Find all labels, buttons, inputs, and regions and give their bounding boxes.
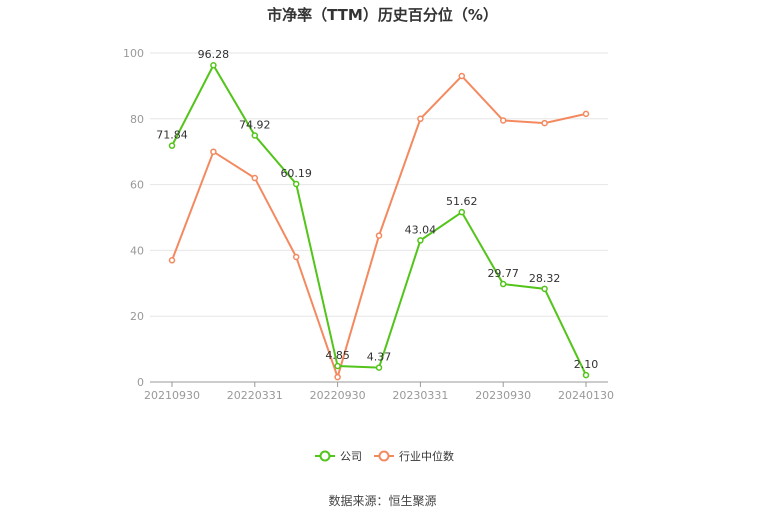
data-point xyxy=(168,142,176,149)
data-label: 51.62 xyxy=(446,195,478,208)
data-point xyxy=(458,72,466,80)
data-label: 28.32 xyxy=(529,272,561,285)
data-label: 43.04 xyxy=(405,223,437,236)
legend-marker xyxy=(319,450,331,462)
data-point xyxy=(292,253,300,261)
data-point xyxy=(541,285,548,293)
data-point xyxy=(582,110,590,118)
data-source: 数据来源：恒生聚源 xyxy=(328,494,437,508)
data-point xyxy=(375,364,383,371)
data-label: 29.77 xyxy=(487,267,519,280)
data-label: 4.85 xyxy=(325,349,350,362)
y-tick-label: 40 xyxy=(130,244,144,257)
data-point xyxy=(417,237,424,244)
legend-label-industry-median: 行业中位数 xyxy=(399,449,454,463)
data-point xyxy=(168,257,176,264)
data-label: 4.37 xyxy=(367,351,392,364)
data-point xyxy=(541,119,548,127)
data-label: 2.10 xyxy=(574,358,599,371)
x-tick-label: 20230930 xyxy=(475,389,531,402)
data-point xyxy=(458,208,466,216)
x-tick-label: 20220331 xyxy=(227,389,283,402)
data-point xyxy=(210,148,217,155)
x-tick-label: 20210930 xyxy=(144,389,200,402)
data-point xyxy=(375,232,383,239)
series-line-industry-median xyxy=(171,74,587,381)
data-point xyxy=(417,115,424,123)
data-label: 60.19 xyxy=(280,167,312,180)
y-tick-label: 80 xyxy=(130,113,144,126)
y-tick-label: 60 xyxy=(130,179,144,192)
data-point xyxy=(499,117,507,124)
data-point xyxy=(292,180,300,188)
data-label: 96.28 xyxy=(198,48,230,61)
y-tick-label: 20 xyxy=(130,310,144,323)
series-line-company xyxy=(171,63,587,376)
data-point xyxy=(499,280,507,288)
y-tick-label: 100 xyxy=(123,47,144,60)
y-tick-label: 0 xyxy=(137,376,144,389)
data-point xyxy=(582,371,590,379)
data-point xyxy=(251,132,259,139)
data-label: 74.92 xyxy=(239,119,271,132)
x-tick-label: 20220930 xyxy=(310,389,366,402)
data-point xyxy=(210,61,217,69)
chart-title: 市净率（TTM）历史百分位（%） xyxy=(267,6,498,24)
data-point xyxy=(251,174,259,182)
data-point xyxy=(334,362,341,370)
data-point xyxy=(334,373,341,381)
legend-label-company: 公司 xyxy=(340,450,362,463)
x-tick-label: 20230331 xyxy=(392,389,448,402)
legend-marker xyxy=(378,450,390,462)
data-label: 71.84 xyxy=(156,129,188,142)
x-tick-label: 20240130 xyxy=(558,389,614,402)
